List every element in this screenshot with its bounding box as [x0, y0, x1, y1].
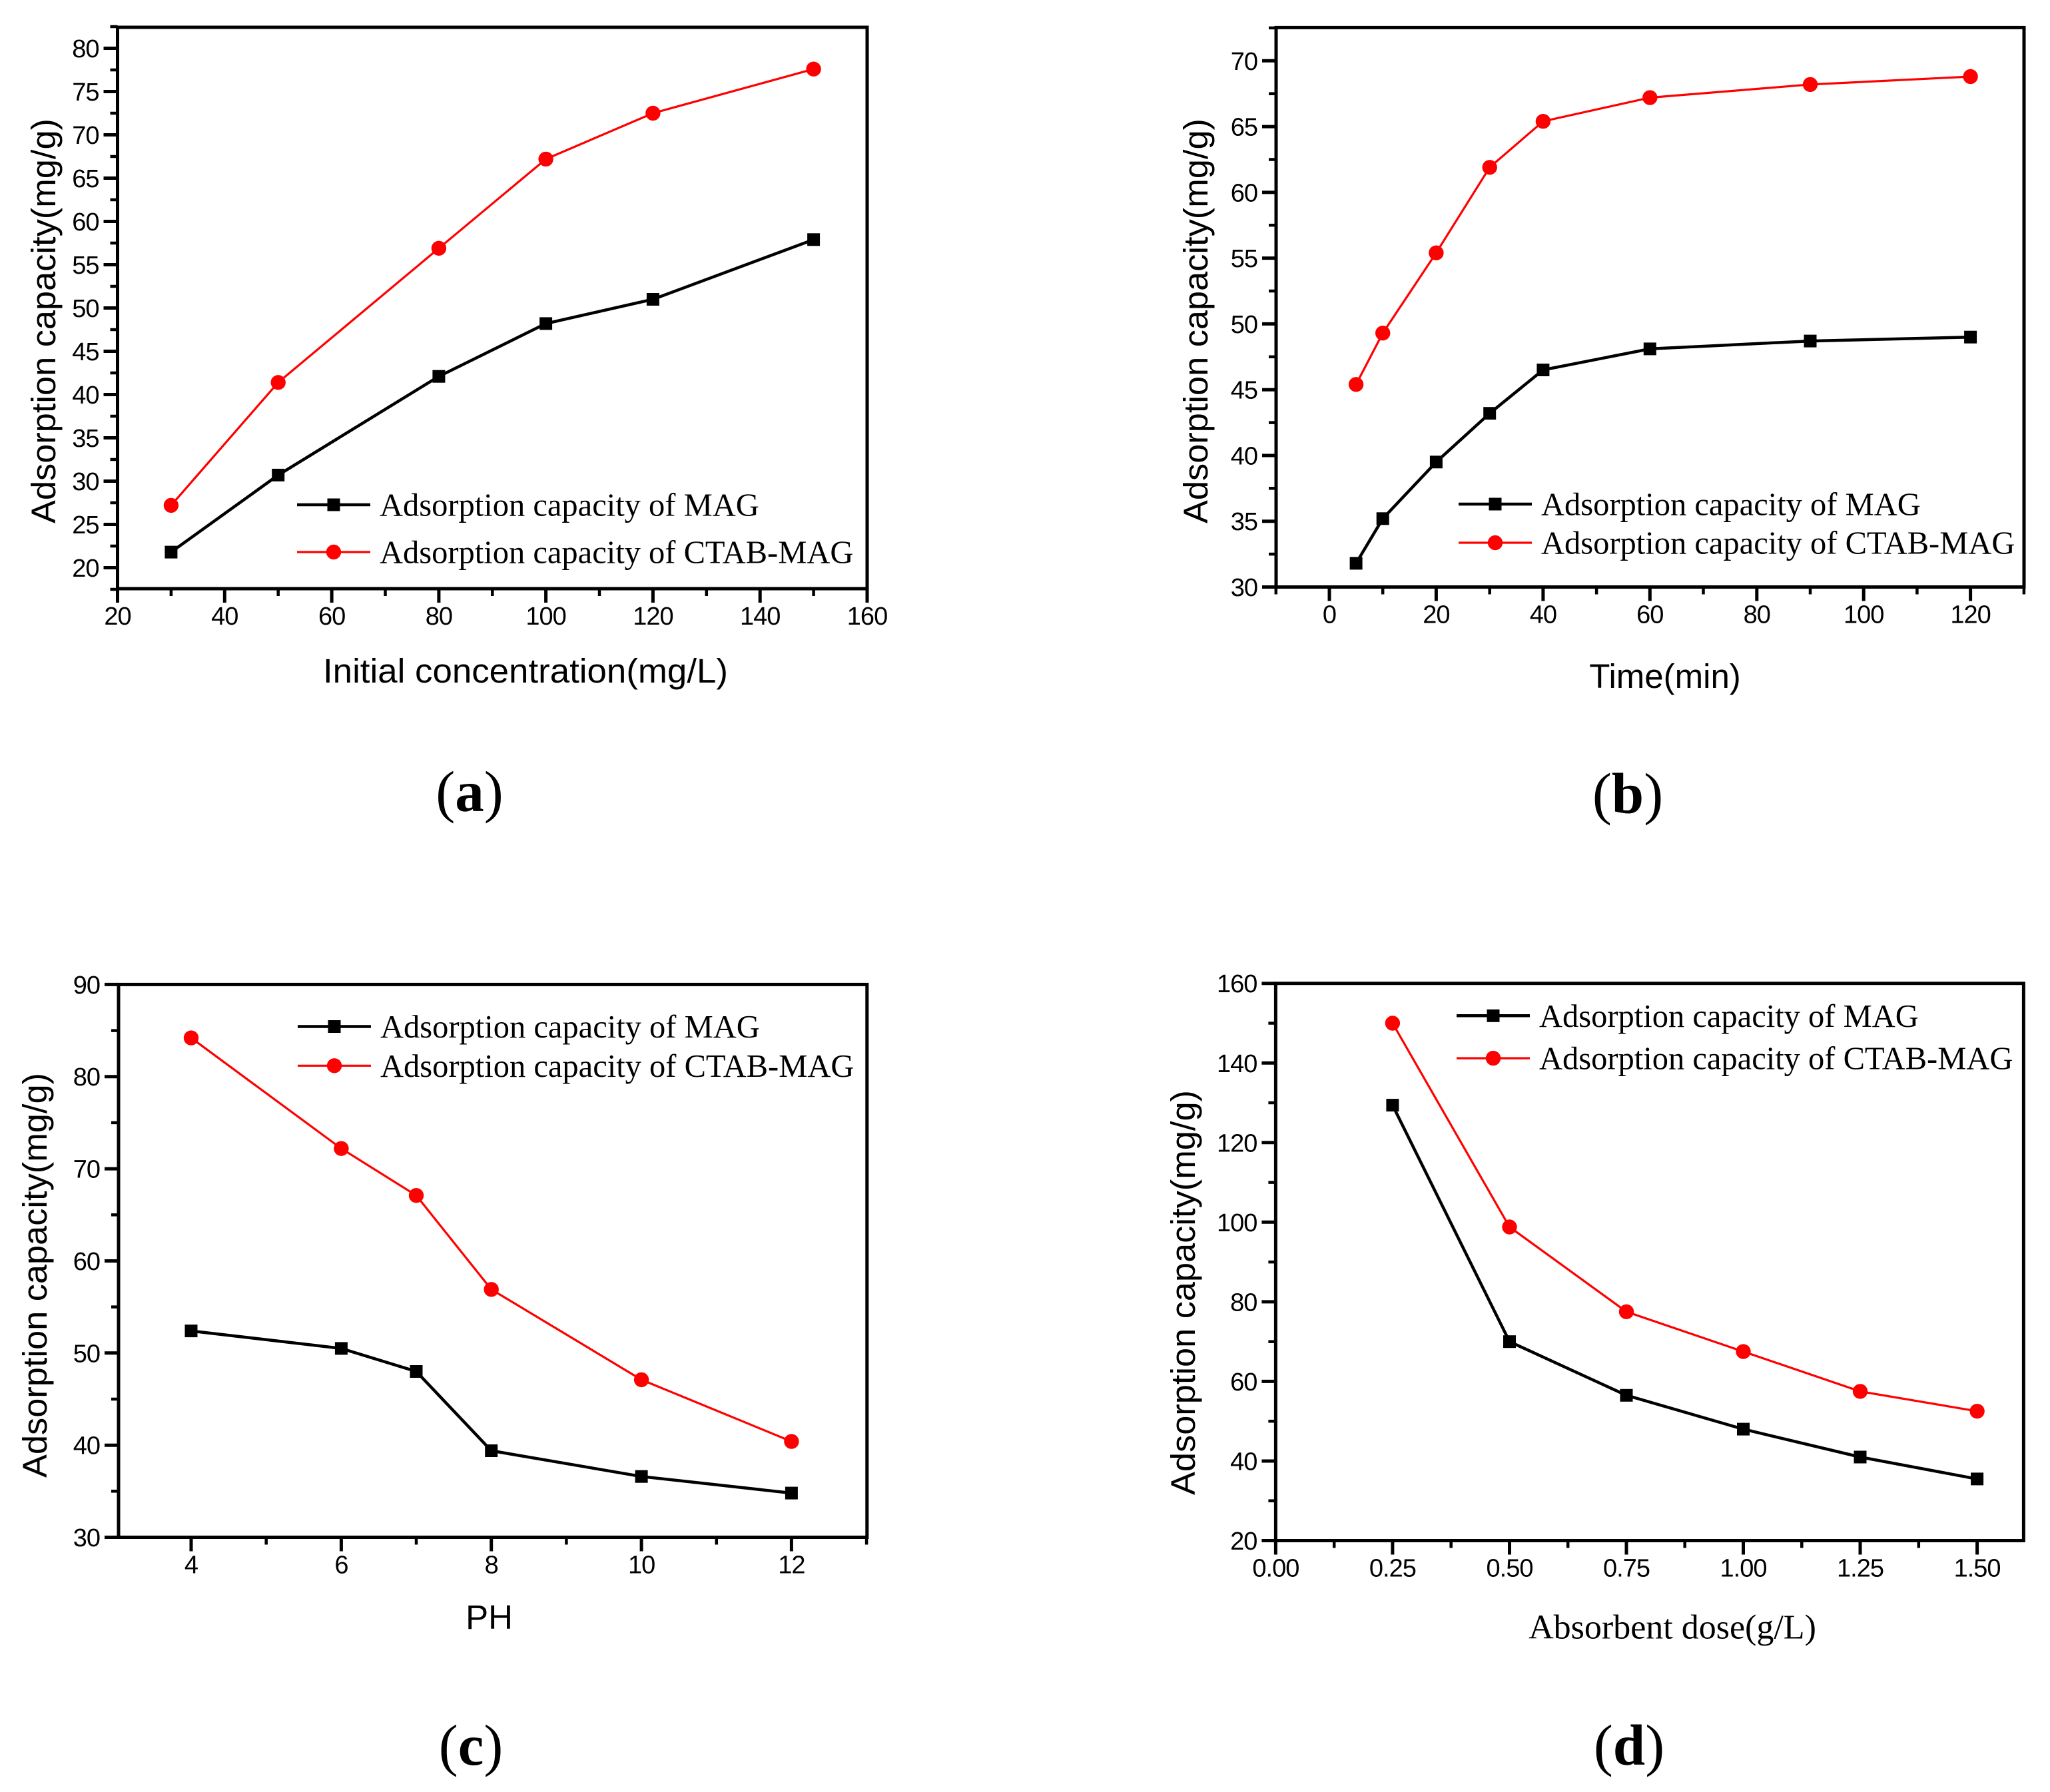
svg-text:0.00: 0.00 [1252, 1555, 1299, 1583]
svg-text:20: 20 [1230, 1528, 1257, 1556]
svg-text:Adsorption capacity(mg/g): Adsorption capacity(mg/g) [16, 1073, 54, 1478]
svg-text:80: 80 [1744, 601, 1770, 629]
svg-text:55: 55 [72, 252, 99, 280]
svg-text:70: 70 [72, 122, 99, 150]
svg-text:160: 160 [1217, 970, 1257, 998]
svg-text:0.50: 0.50 [1487, 1555, 1533, 1583]
svg-text:0: 0 [1323, 601, 1336, 629]
svg-text:Adsorption capacity of MAG: Adsorption capacity of MAG [1541, 487, 1921, 523]
svg-text:90: 90 [73, 972, 100, 1000]
svg-text:Initial concentration(mg/L): Initial concentration(mg/L) [323, 652, 728, 690]
svg-text:140: 140 [740, 603, 780, 631]
svg-text:60: 60 [1230, 1368, 1257, 1396]
svg-text:Absorbent dose(g/L): Absorbent dose(g/L) [1529, 1609, 1816, 1647]
svg-text:20: 20 [72, 555, 99, 583]
svg-text:Adsorption capacity(mg/g): Adsorption capacity(mg/g) [1177, 119, 1215, 523]
svg-text:(a): (a) [436, 759, 503, 824]
svg-text:0.75: 0.75 [1603, 1555, 1650, 1583]
svg-text:Adsorption capacity of CTAB-MA: Adsorption capacity of CTAB-MAG [1541, 526, 2015, 561]
svg-text:40: 40 [73, 1432, 100, 1460]
svg-text:160: 160 [847, 603, 887, 631]
svg-text:55: 55 [1231, 245, 1257, 273]
svg-text:65: 65 [72, 165, 99, 193]
svg-text:140: 140 [1217, 1050, 1257, 1078]
svg-text:70: 70 [1231, 48, 1257, 76]
svg-text:60: 60 [72, 208, 99, 236]
svg-text:75: 75 [72, 79, 99, 107]
svg-text:60: 60 [318, 603, 345, 631]
svg-text:Adsorption capacity of MAG: Adsorption capacity of MAG [380, 488, 759, 523]
svg-text:40: 40 [72, 382, 99, 410]
svg-text:Adsorption capacity of CTAB-MA: Adsorption capacity of CTAB-MAG [380, 535, 853, 571]
svg-text:6: 6 [334, 1552, 348, 1580]
svg-text:1.00: 1.00 [1720, 1555, 1767, 1583]
svg-text:Adsorption capacity of CTAB-MA: Adsorption capacity of CTAB-MAG [1539, 1042, 2013, 1077]
svg-text:20: 20 [1423, 601, 1449, 629]
svg-text:40: 40 [1230, 1448, 1257, 1476]
svg-text:80: 80 [72, 35, 99, 63]
svg-text:Adsorption capacity of MAG: Adsorption capacity of MAG [1539, 999, 1919, 1034]
svg-text:50: 50 [1231, 311, 1257, 339]
svg-text:8: 8 [485, 1552, 498, 1580]
svg-text:70: 70 [73, 1156, 100, 1184]
svg-text:120: 120 [1950, 601, 1990, 629]
svg-text:100: 100 [525, 603, 565, 631]
svg-text:10: 10 [628, 1552, 655, 1580]
svg-text:50: 50 [72, 295, 99, 323]
svg-text:50: 50 [73, 1340, 100, 1368]
svg-text:30: 30 [73, 1524, 100, 1552]
svg-text:35: 35 [1231, 508, 1257, 536]
svg-text:80: 80 [73, 1063, 100, 1091]
svg-text:120: 120 [1217, 1129, 1257, 1157]
svg-text:Time(min): Time(min) [1589, 657, 1741, 695]
svg-text:60: 60 [73, 1248, 100, 1276]
svg-text:Adsorption capacity of CTAB-MA: Adsorption capacity of CTAB-MAG [380, 1049, 854, 1084]
svg-text:60: 60 [1231, 179, 1257, 207]
svg-text:Adsorption capacity(mg/g): Adsorption capacity(mg/g) [1164, 1090, 1202, 1495]
svg-text:20: 20 [104, 603, 131, 631]
svg-text:Adsorption capacity of MAG: Adsorption capacity of MAG [380, 1010, 760, 1045]
svg-text:100: 100 [1217, 1209, 1257, 1237]
svg-text:100: 100 [1844, 601, 1883, 629]
svg-text:12: 12 [778, 1552, 805, 1580]
svg-text:(c): (c) [439, 1713, 504, 1777]
svg-text:Adsorption capacity(mg/g): Adsorption capacity(mg/g) [25, 119, 63, 523]
svg-text:60: 60 [1636, 601, 1663, 629]
svg-text:4: 4 [184, 1552, 198, 1580]
svg-text:PH: PH [466, 1598, 513, 1636]
svg-text:120: 120 [633, 603, 673, 631]
svg-text:1.25: 1.25 [1837, 1555, 1883, 1583]
svg-text:0.25: 0.25 [1369, 1555, 1416, 1583]
svg-text:40: 40 [1231, 443, 1257, 471]
svg-text:45: 45 [72, 338, 99, 366]
svg-text:45: 45 [1231, 377, 1257, 405]
svg-text:(b): (b) [1592, 761, 1663, 826]
svg-text:80: 80 [1230, 1289, 1257, 1317]
svg-text:35: 35 [72, 425, 99, 453]
svg-text:80: 80 [426, 603, 452, 631]
svg-text:65: 65 [1231, 114, 1257, 142]
svg-text:30: 30 [1231, 574, 1257, 602]
svg-text:(d): (d) [1594, 1713, 1664, 1777]
svg-text:25: 25 [72, 511, 99, 539]
svg-text:30: 30 [72, 468, 99, 496]
svg-text:40: 40 [211, 603, 238, 631]
svg-text:40: 40 [1530, 601, 1556, 629]
svg-text:1.50: 1.50 [1954, 1555, 2001, 1583]
